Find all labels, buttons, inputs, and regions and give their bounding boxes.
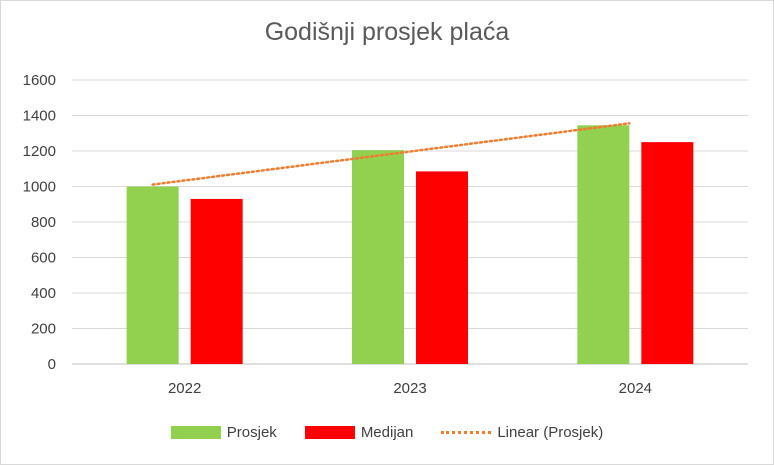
- legend-label-trendline: Linear (Prosjek): [497, 423, 604, 441]
- trendline-linear-prosjek: [151, 122, 631, 186]
- legend-swatch-trendline: [441, 430, 492, 434]
- y-tick-label: 600: [31, 250, 56, 267]
- y-tick-label: 800: [31, 214, 56, 231]
- y-tick-label: 200: [31, 321, 56, 338]
- legend-item-trendline: Linear (Prosjek): [441, 424, 603, 441]
- bar-prosjek-2022: [126, 186, 179, 364]
- legend: Prosjek Medijan Linear (Prosjek): [0, 420, 774, 444]
- y-tick-label: 0: [48, 356, 56, 373]
- bar-medijan-2022: [190, 198, 243, 364]
- legend-item-prosjek: Prosjek: [170, 423, 277, 441]
- x-tick-label: 2023: [393, 380, 426, 397]
- y-tick-label: 1000: [23, 179, 56, 196]
- y-tick-label: 1400: [23, 108, 56, 125]
- y-tick-label: 1600: [23, 72, 56, 89]
- chart-title: Godišnji prosjek plaća: [264, 18, 510, 46]
- y-tick-label: 1200: [23, 143, 56, 160]
- bar-medijan-2023: [416, 171, 468, 364]
- y-tick-label: 400: [31, 285, 56, 302]
- legend-item-medijan: Medijan: [304, 423, 414, 441]
- legend-swatch-prosjek: [170, 425, 221, 439]
- legend-label-prosjek: Prosjek: [226, 423, 277, 441]
- bar-prosjek-2023: [352, 150, 404, 364]
- x-tick-label: 2022: [168, 380, 201, 397]
- legend-label-medijan: Medijan: [360, 423, 414, 441]
- bar-medijan-2024: [641, 142, 694, 364]
- legend-swatch-medijan: [304, 425, 355, 439]
- bar-prosjek-2024: [577, 125, 630, 364]
- x-tick-label: 2024: [619, 380, 652, 397]
